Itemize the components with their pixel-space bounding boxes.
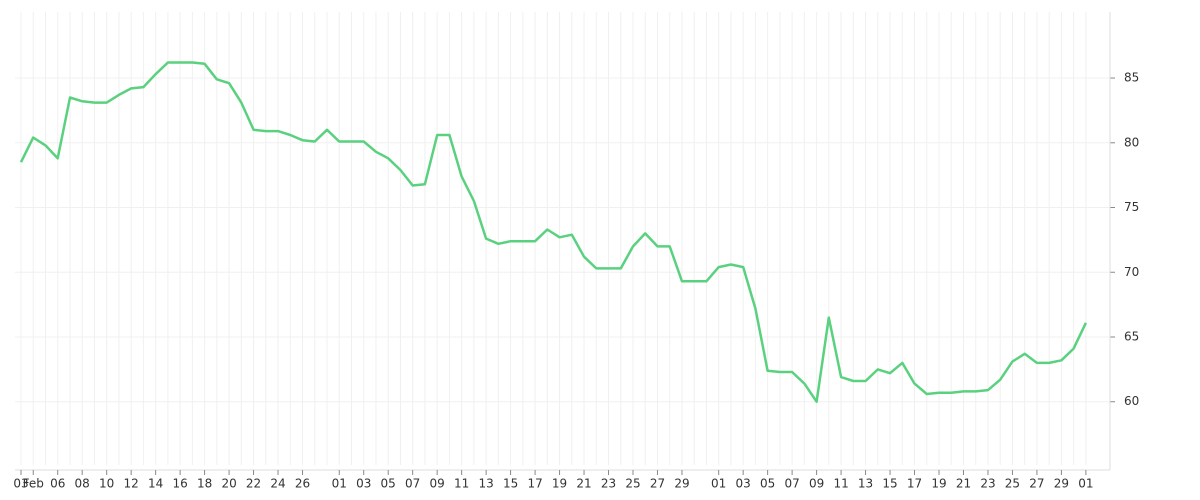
x-tick-label: 24 <box>270 477 285 491</box>
y-tick-label: 60 <box>1124 394 1139 408</box>
y-tick-label: 75 <box>1124 200 1139 214</box>
x-tick-label: 23 <box>601 477 616 491</box>
x-tick-label: 25 <box>625 477 640 491</box>
x-tick-label: 21 <box>576 477 591 491</box>
x-tick-label: 05 <box>760 477 775 491</box>
x-tick-label: Feb <box>23 477 44 491</box>
x-tick-label: 15 <box>503 477 518 491</box>
x-tick-label: 19 <box>552 477 567 491</box>
y-tick-label: 70 <box>1124 265 1139 279</box>
x-tick-label: 01 <box>711 477 726 491</box>
x-tick-label: 08 <box>75 477 90 491</box>
x-tick-label: 11 <box>833 477 848 491</box>
x-tick-label: 03 <box>736 477 751 491</box>
x-tick-label: 01 <box>1078 477 1093 491</box>
x-tick-label: 09 <box>430 477 445 491</box>
x-tick-label: 26 <box>295 477 310 491</box>
x-tick-label: 17 <box>527 477 542 491</box>
y-tick-label: 85 <box>1124 71 1139 85</box>
x-tick-label: 17 <box>907 477 922 491</box>
x-tick-label: 09 <box>809 477 824 491</box>
x-tick-label: 27 <box>1029 477 1044 491</box>
x-tick-label: 03 <box>13 477 28 491</box>
x-tick-label: 03 <box>356 477 371 491</box>
x-tick-label: 19 <box>931 477 946 491</box>
y-tick-label: 65 <box>1124 329 1139 343</box>
x-tick-label: 13 <box>478 477 493 491</box>
line <box>19 61 1088 403</box>
x-tick-label: 07 <box>784 477 799 491</box>
x-tick-label: 12 <box>124 477 139 491</box>
y-tick-label: 80 <box>1124 135 1139 149</box>
x-tick-label: 13 <box>858 477 873 491</box>
x-tick-label: 27 <box>650 477 665 491</box>
x-tick-label: 06 <box>50 477 65 491</box>
x-tick-label: 14 <box>148 477 163 491</box>
x-tick-label: 22 <box>246 477 261 491</box>
x-tick-label: 29 <box>1054 477 1069 491</box>
x-tick-label: 23 <box>980 477 995 491</box>
x-tick-label: 21 <box>956 477 971 491</box>
x-tick-label: 15 <box>882 477 897 491</box>
x-tick-label: 16 <box>172 477 187 491</box>
x-tick-label: 07 <box>405 477 420 491</box>
x-tick-label: 20 <box>221 477 236 491</box>
x-tick-label: 29 <box>674 477 689 491</box>
x-tick-label: 01 <box>332 477 347 491</box>
x-tick-label: 10 <box>99 477 114 491</box>
x-tick-label: 25 <box>1005 477 1020 491</box>
x-tick-label: 11 <box>454 477 469 491</box>
x-tick-label: 05 <box>381 477 396 491</box>
x-tick-label: 18 <box>197 477 212 491</box>
